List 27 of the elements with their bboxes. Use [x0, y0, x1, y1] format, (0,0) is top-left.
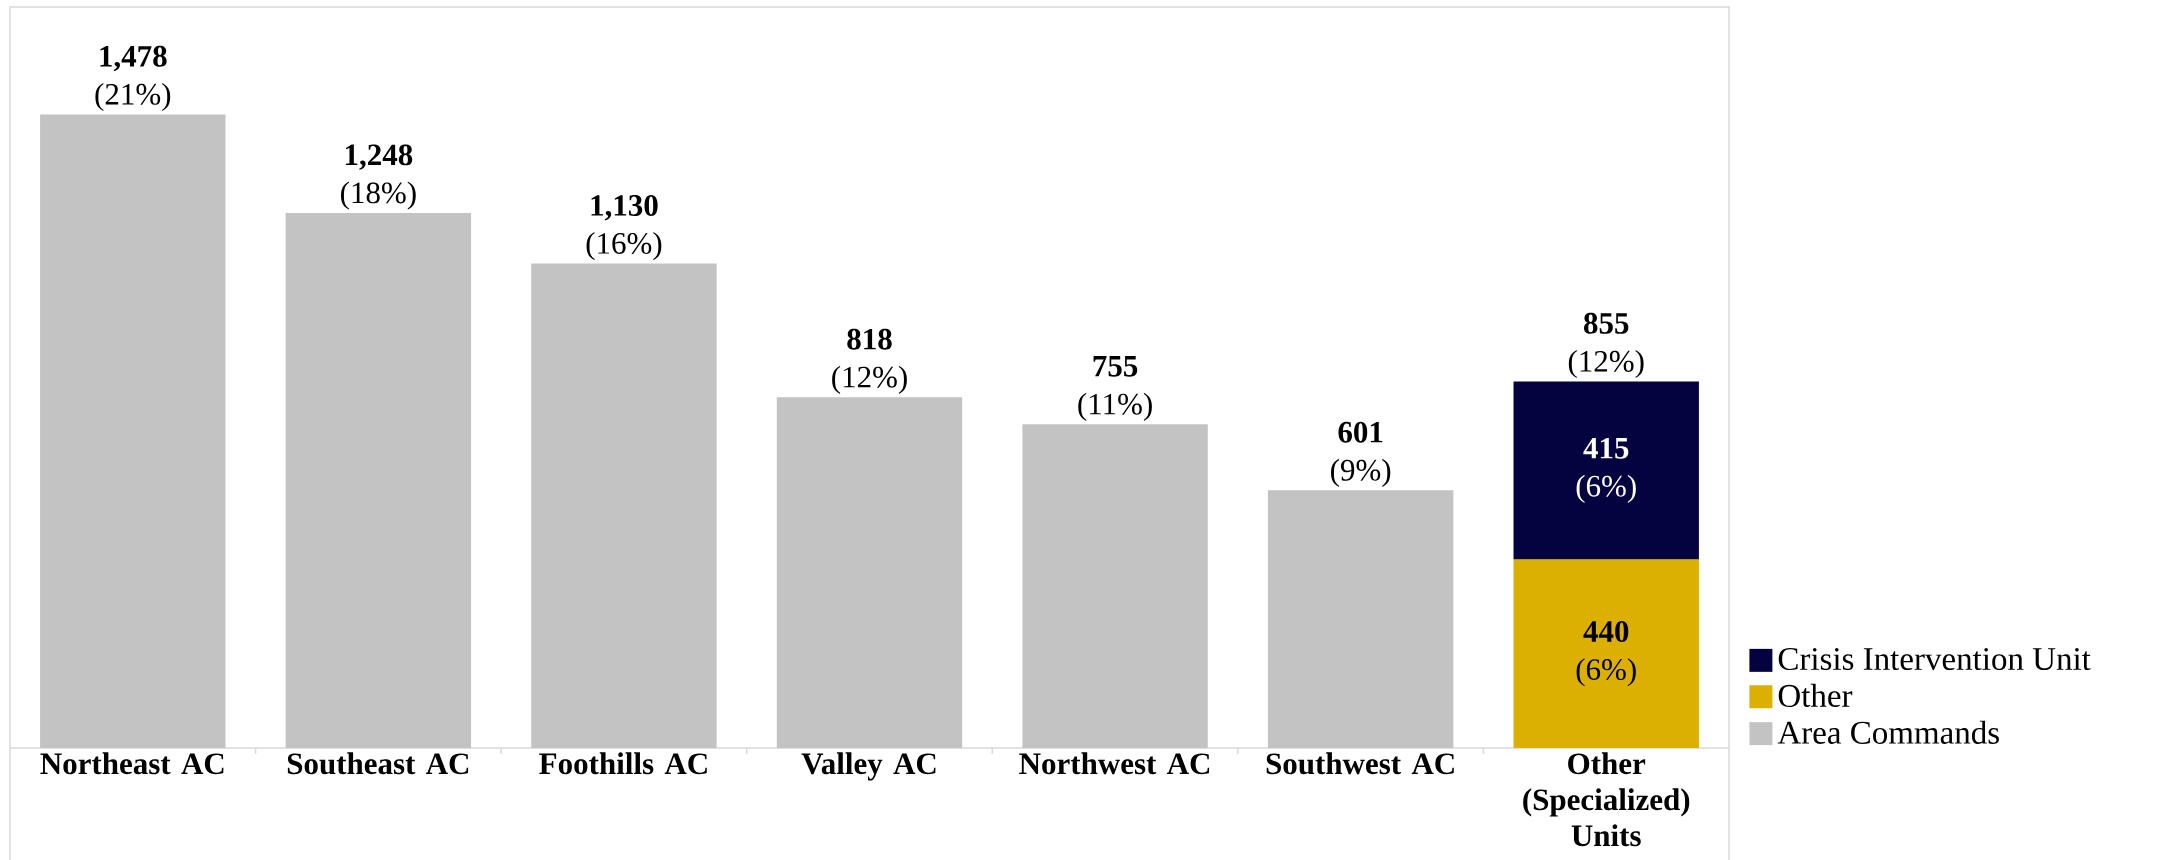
- bar: [285, 213, 472, 748]
- bar: [531, 263, 717, 748]
- x-tick-label: Southwest AC: [1266, 752, 1454, 775]
- x-tick-label: Foothills AC: [539, 752, 707, 775]
- data-label: 601 (9%): [1331, 421, 1391, 487]
- legend-label: Other: [1778, 683, 1853, 707]
- data-label: 440 (6%): [1576, 621, 1636, 687]
- data-label: 755 (11%): [1078, 356, 1152, 421]
- bar: [1513, 381, 1699, 560]
- data-label: 1,478 (21%): [95, 45, 171, 112]
- x-tick-label: Northeast AC: [40, 752, 224, 775]
- x-tick-label: Northwest AC: [1019, 752, 1210, 775]
- data-label: 415 (6%): [1576, 437, 1636, 503]
- data-label: 1,130 (16%): [586, 194, 662, 261]
- legend-label: Area Commands: [1777, 720, 1999, 744]
- bar: [1267, 490, 1454, 748]
- data-label: 1,248 (18%): [340, 144, 416, 210]
- bar: [1022, 424, 1208, 748]
- x-tick-label: Southeast AC: [287, 752, 469, 775]
- legend-label: Crisis Intervention Unit: [1778, 647, 2091, 671]
- data-label: 818 (12%): [832, 328, 907, 394]
- bar: [1513, 559, 1699, 748]
- total-label: 855 (12%): [1568, 312, 1644, 379]
- x-tick-label: Other (Specialized) Units: [1523, 752, 1690, 847]
- bar: [776, 397, 963, 748]
- bar: [40, 114, 226, 748]
- x-tick-label: Valley AC: [801, 752, 936, 781]
